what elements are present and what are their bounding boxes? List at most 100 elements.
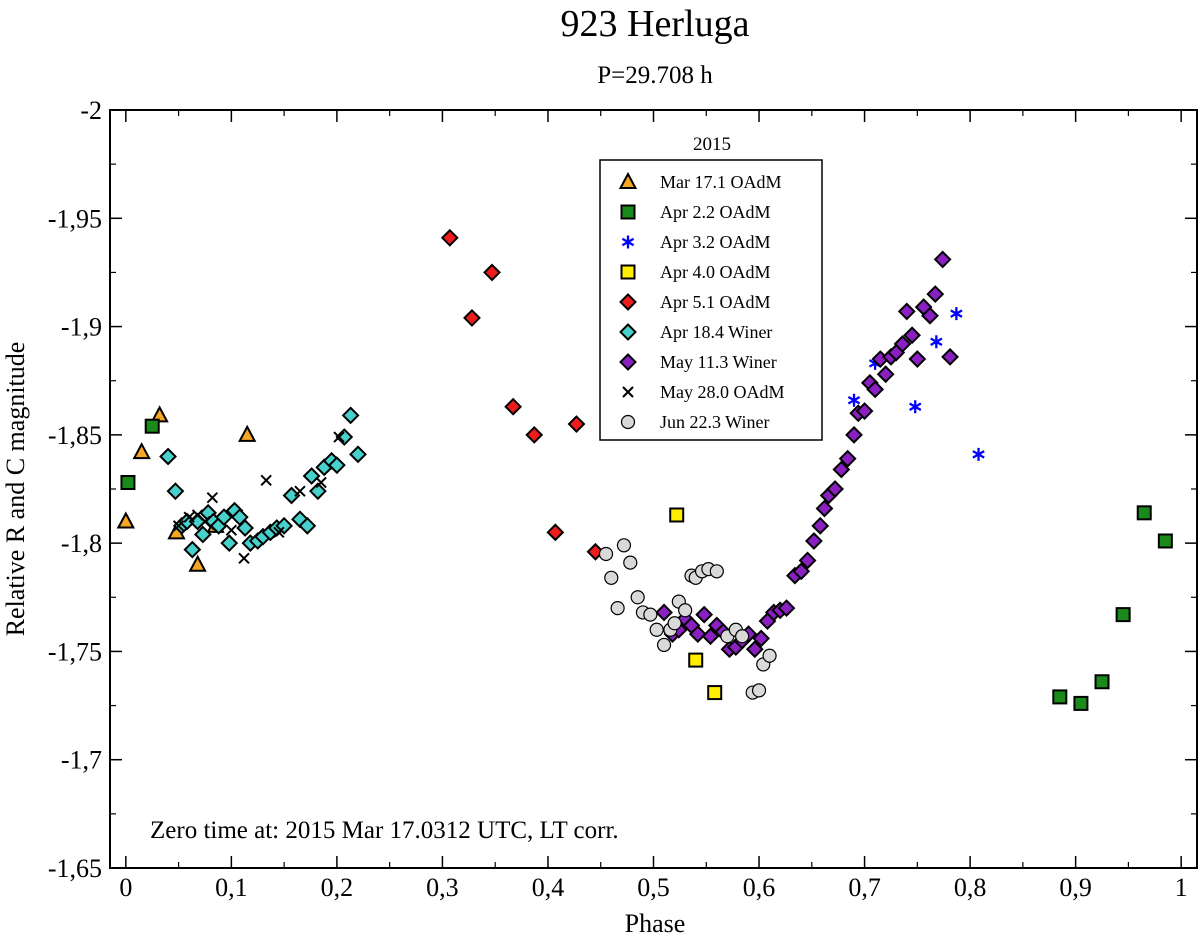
legend-entry: Apr 4.0 OAdM xyxy=(660,262,771,282)
data-point xyxy=(341,406,360,425)
legend-entry: Apr 3.2 OAdM xyxy=(660,232,771,252)
legend-marker xyxy=(620,414,636,430)
data-point xyxy=(193,525,212,544)
data-point xyxy=(832,460,851,479)
y-tick-label: -1,95 xyxy=(48,204,102,233)
data-point xyxy=(811,516,830,535)
data-point xyxy=(525,425,544,444)
legend-entry: Jun 22.3 Winer xyxy=(660,412,769,432)
data-point xyxy=(707,685,723,701)
data-point xyxy=(327,456,346,475)
data-point xyxy=(678,603,693,618)
data-point xyxy=(909,400,922,414)
data-point xyxy=(1115,607,1131,623)
data-point xyxy=(643,607,658,622)
x-tick-label: 0,7 xyxy=(848,873,881,902)
data-point xyxy=(908,350,927,368)
data-point xyxy=(688,652,704,668)
data-point xyxy=(903,326,921,345)
data-point xyxy=(667,616,682,631)
legend-entry: Apr 5.1 OAdM xyxy=(660,292,771,312)
legend-marker xyxy=(619,353,637,371)
x-tick-label: 0,3 xyxy=(426,873,459,902)
data-point xyxy=(349,445,367,464)
data-point xyxy=(623,555,638,570)
data-point xyxy=(159,447,177,466)
data-point xyxy=(777,599,796,618)
data-point xyxy=(855,402,874,420)
data-point xyxy=(752,629,771,648)
data-point xyxy=(941,347,959,366)
data-point xyxy=(315,476,327,489)
data-point xyxy=(972,447,985,461)
x-tick-label: 0,6 xyxy=(743,873,776,902)
series-4 xyxy=(669,507,723,701)
data-point xyxy=(926,285,945,303)
data-point xyxy=(144,418,160,434)
y-tick-label: -1,9 xyxy=(61,313,102,342)
data-point xyxy=(792,562,811,581)
data-point xyxy=(655,603,673,622)
legend-marker xyxy=(619,323,637,341)
data-point xyxy=(876,365,895,384)
data-point xyxy=(709,564,724,579)
data-point xyxy=(845,425,863,444)
y-tick-label: -1,75 xyxy=(48,637,102,666)
data-point xyxy=(930,335,943,349)
legend-entry: Apr 18.4 Winer xyxy=(660,322,772,342)
data-point xyxy=(298,516,317,535)
legend-marker xyxy=(620,204,636,220)
data-point xyxy=(1073,695,1089,711)
data-point xyxy=(826,480,844,498)
data-point xyxy=(950,307,963,321)
data-point xyxy=(897,302,916,321)
data-point xyxy=(335,428,354,446)
data-point xyxy=(440,228,459,247)
data-point xyxy=(206,491,219,504)
data-point xyxy=(215,508,233,527)
data-point xyxy=(798,551,817,570)
y-tick-label: -1,65 xyxy=(48,854,102,883)
series-8 xyxy=(172,431,345,565)
series-9 xyxy=(598,538,777,700)
data-point xyxy=(238,552,250,565)
data-point xyxy=(183,511,195,523)
data-point xyxy=(333,431,345,443)
legend-marker xyxy=(620,264,636,280)
series-2 xyxy=(120,418,1173,711)
series-7 xyxy=(655,250,959,659)
data-point xyxy=(1136,505,1152,521)
data-point xyxy=(188,554,207,572)
data-point xyxy=(282,486,301,505)
y-tick-label: -1,85 xyxy=(48,421,102,450)
data-point xyxy=(1094,674,1110,690)
legend-entry: Mar 17.1 OAdM xyxy=(660,172,782,192)
x-axis-label: Phase xyxy=(625,909,686,938)
data-point xyxy=(1052,689,1068,705)
data-points xyxy=(116,228,1173,711)
data-point xyxy=(260,474,272,487)
x-tick-label: 0,4 xyxy=(532,873,565,902)
data-point xyxy=(669,507,685,523)
data-point xyxy=(616,538,632,553)
data-point xyxy=(762,648,777,663)
chart-title: 923 Herluga xyxy=(561,3,750,45)
data-point xyxy=(225,524,238,536)
data-point xyxy=(735,629,750,644)
data-point xyxy=(504,397,523,416)
data-point xyxy=(866,380,885,399)
x-tick-label: 0,8 xyxy=(954,873,987,902)
data-point xyxy=(294,485,306,497)
x-tick-label: 0,9 xyxy=(1059,873,1092,902)
series-5 xyxy=(440,228,605,561)
data-point xyxy=(847,393,861,407)
legend-marker xyxy=(622,386,634,398)
data-point xyxy=(220,534,239,553)
data-point xyxy=(236,519,254,537)
data-point xyxy=(745,640,764,659)
data-point xyxy=(921,306,939,325)
legend-entry: May 28.0 OAdM xyxy=(660,382,785,402)
data-point xyxy=(302,467,321,485)
series-1 xyxy=(116,405,257,572)
